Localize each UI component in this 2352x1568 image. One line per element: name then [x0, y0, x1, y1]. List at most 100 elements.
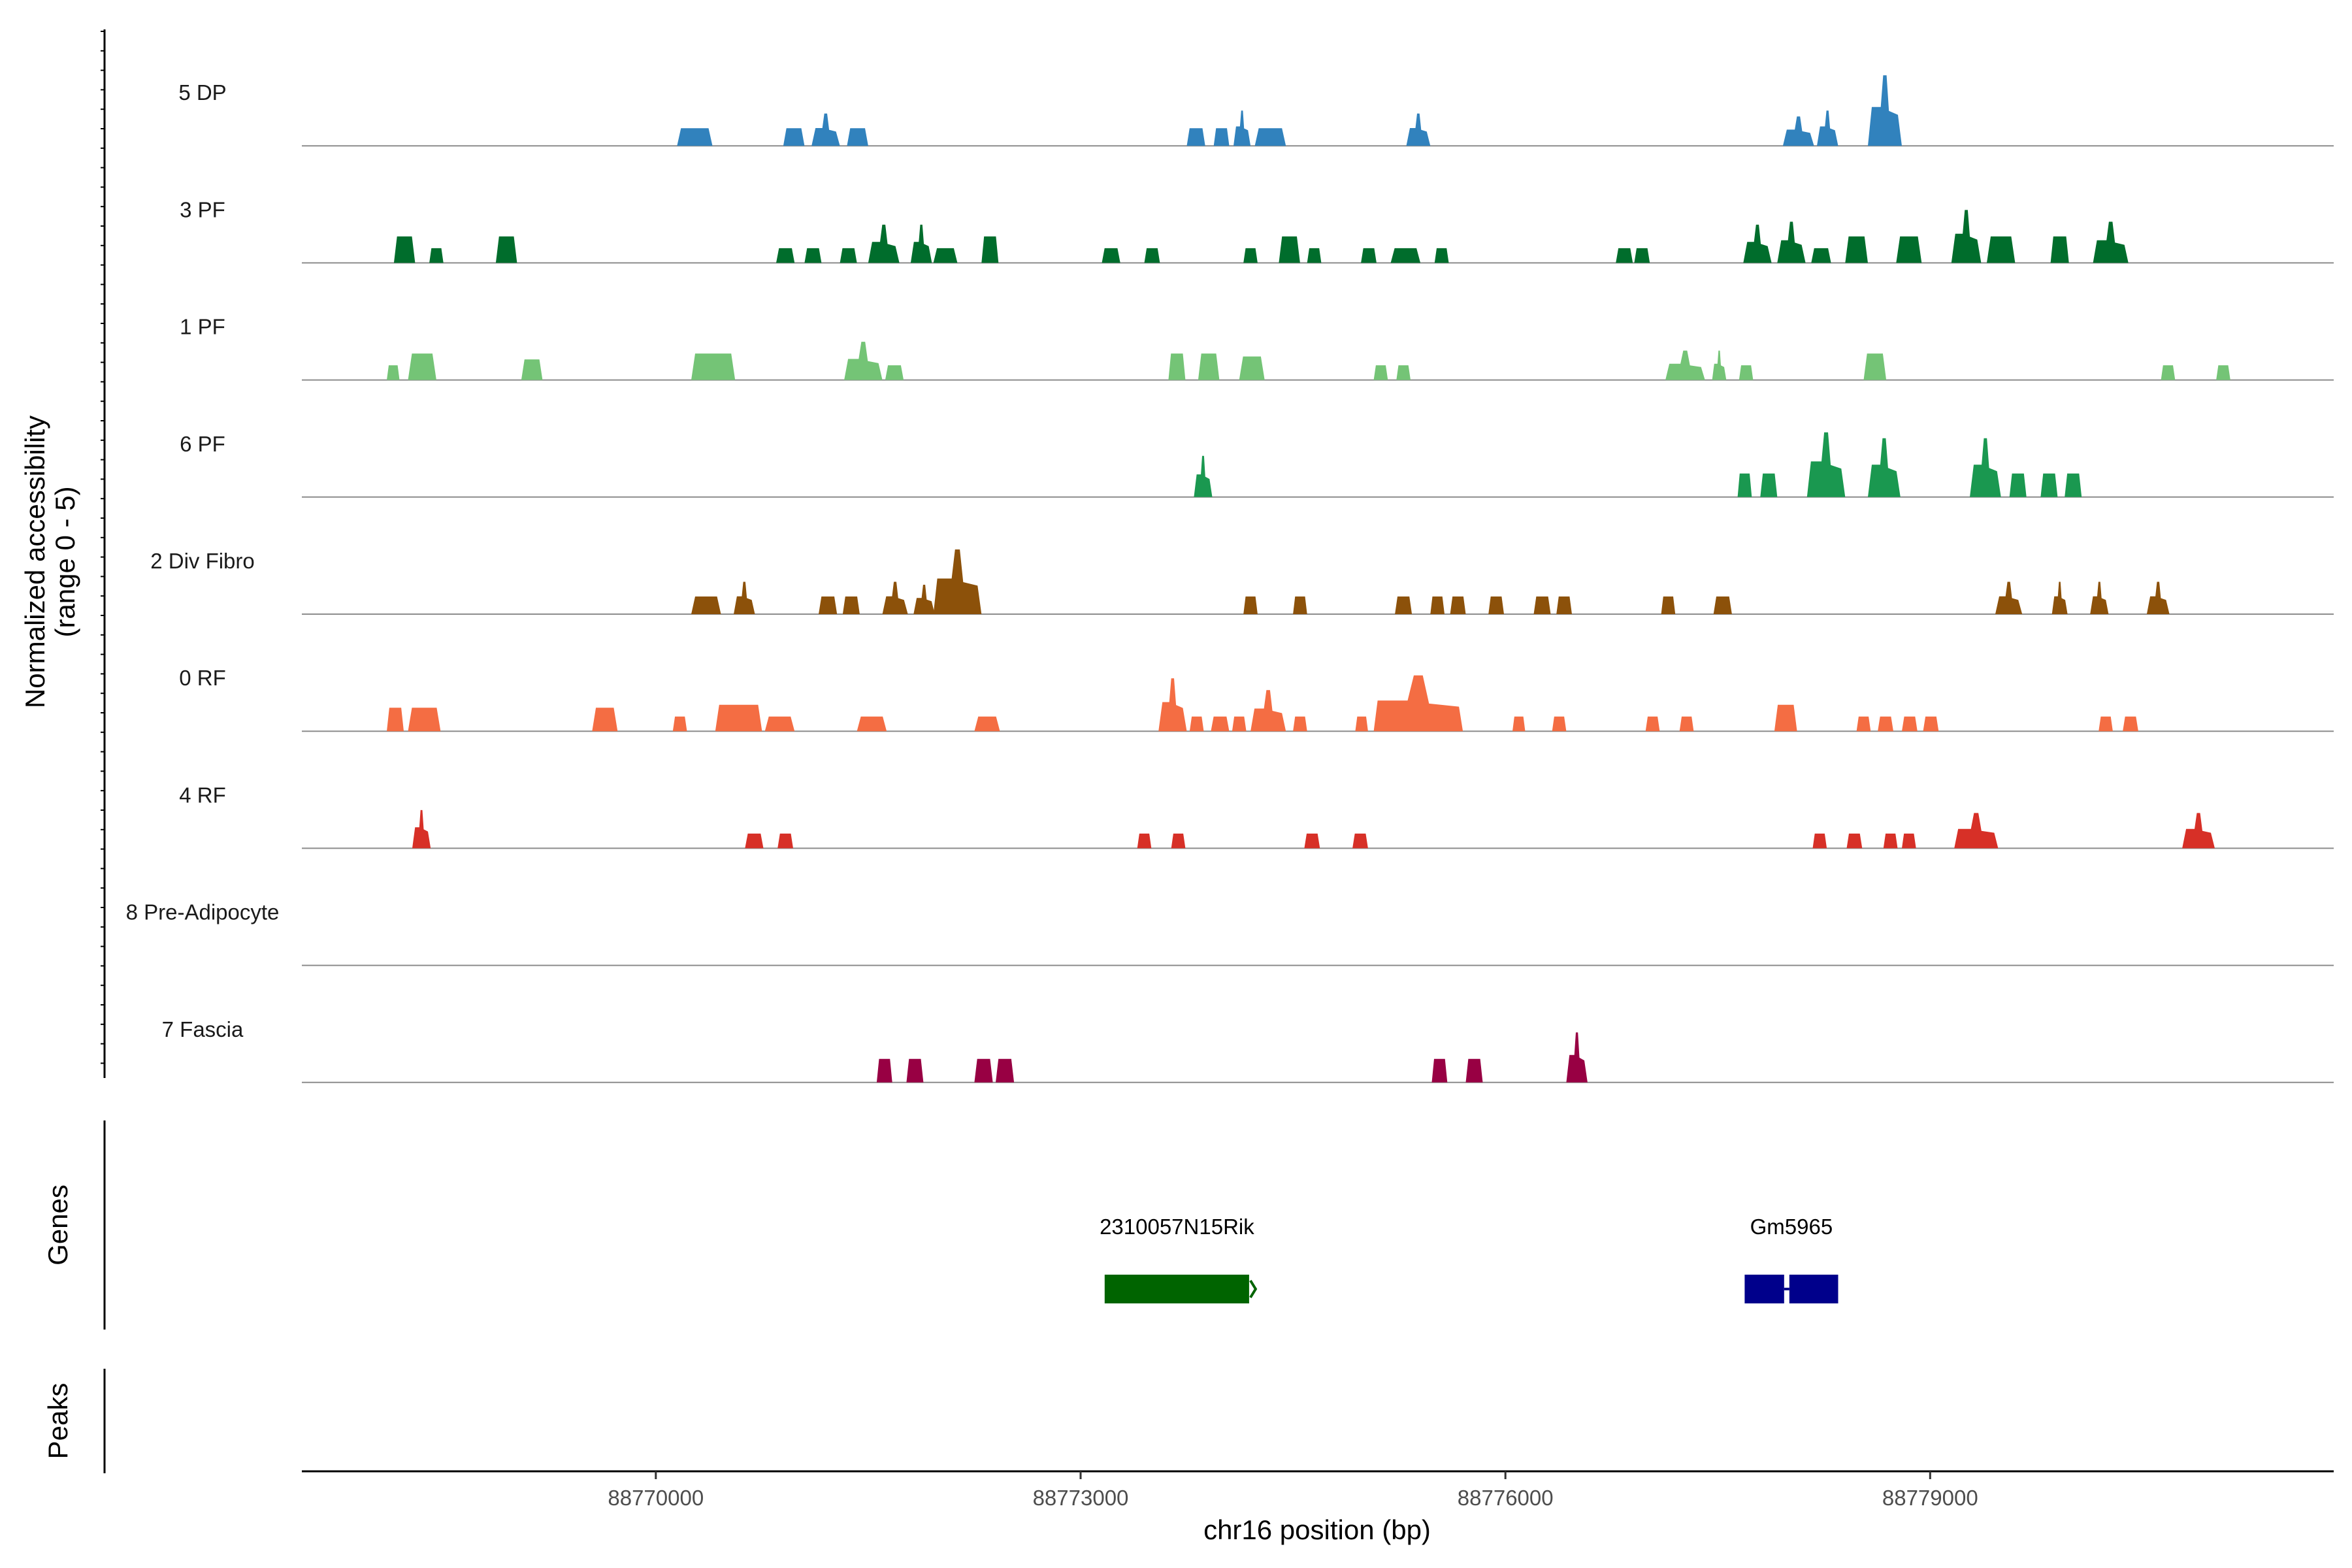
coverage-peak	[1390, 248, 1421, 263]
gene-exon	[1789, 1275, 1838, 1303]
coverage-peak	[2051, 581, 2068, 614]
y-axis-title-line1: Normalized accessibility	[20, 416, 50, 708]
coverage-peak	[1878, 716, 1893, 732]
coverage-peak	[2146, 581, 2170, 614]
coverage-peak	[1987, 236, 2016, 263]
coverage-peak	[1102, 248, 1120, 263]
coverage-peak	[1465, 1058, 1483, 1083]
track-label: 3 PF	[180, 197, 225, 221]
coverage-peak	[777, 833, 793, 849]
coverage-peak	[933, 248, 958, 263]
coverage-peak	[691, 353, 736, 380]
coverage-peak	[996, 1058, 1015, 1083]
coverage-peak	[521, 359, 543, 380]
coverage-peak	[1661, 596, 1676, 614]
coverage-peak	[429, 248, 444, 263]
coverage-peak	[1189, 716, 1204, 732]
coverage-peak	[876, 1058, 892, 1083]
coverage-peak	[1232, 716, 1247, 732]
gene-label: 2310057N15Rik	[1100, 1215, 1254, 1239]
coverage-peak	[1811, 248, 1831, 263]
coverage-peak	[1743, 224, 1772, 263]
coverage-peak	[1171, 833, 1186, 849]
coverage-peak	[2182, 813, 2215, 849]
coverage-peak	[1868, 75, 1902, 146]
coverage-peak	[913, 585, 935, 614]
coverage-peak	[1760, 473, 1778, 497]
coverage-y-ticks	[101, 31, 105, 1064]
coverage-tracks: 5 DP 3 PF 1 PF 6 PF 2 Div Fibro 0 RF 4 RF 8 Pre…	[126, 75, 2334, 1083]
coverage-peak	[1556, 596, 1572, 614]
track-8-pre-adipocyte: 8 Pre-Adipocyte	[126, 900, 2334, 966]
coverage-peak	[592, 708, 618, 732]
coverage-peak	[933, 549, 982, 614]
track-3-pf: 3 PF	[180, 197, 2334, 264]
coverage-peak	[1211, 716, 1230, 732]
coverage-peak	[2065, 473, 2082, 497]
x-axis-ticks: 88770000 88773000 88776000 88779000	[608, 1471, 1978, 1510]
coverage-peak	[804, 248, 822, 263]
coverage-peak	[1679, 716, 1694, 732]
coverage-peak	[783, 128, 805, 146]
x-tick-label: 88776000	[1458, 1486, 1554, 1510]
coverage-peak	[1845, 236, 1868, 263]
track-5-dp: 5 DP	[178, 75, 2334, 147]
coverage-peak	[1533, 596, 1551, 614]
coverage-peak	[868, 224, 900, 263]
track-label: 4 RF	[179, 783, 226, 807]
coverage-peak	[1817, 110, 1838, 146]
coverage-peak	[1144, 248, 1160, 263]
x-tick-label: 88773000	[1033, 1486, 1129, 1510]
track-0-rf: 0 RF	[179, 666, 2334, 732]
coverage-peak	[734, 581, 755, 614]
gene-annotations: 2310057N15Rik Gm5965	[1100, 1215, 1838, 1303]
coverage-peak	[387, 365, 400, 380]
coverage-peak	[1634, 248, 1650, 263]
coverage-peak	[672, 716, 687, 732]
coverage-peak	[906, 1058, 924, 1083]
y-axis-title-line2: (range 0 - 5)	[50, 486, 80, 637]
coverage-peak	[882, 581, 908, 614]
coverage-peak	[910, 224, 932, 263]
coverage-peak	[2009, 473, 2027, 497]
track-label: 1 PF	[180, 315, 225, 339]
coverage-peak	[1373, 365, 1388, 380]
coverage-peak	[1552, 716, 1567, 732]
coverage-peak	[847, 128, 868, 146]
coverage-peak	[885, 365, 904, 380]
track-label: 2 Div Fibro	[150, 549, 255, 573]
coverage-peak	[1846, 833, 1863, 849]
coverage-peak	[1902, 833, 1916, 849]
coverage-peak	[1168, 353, 1186, 380]
coverage-peak	[1488, 596, 1504, 614]
coverage-peak	[1737, 473, 1752, 497]
track-label: 6 PF	[180, 432, 225, 456]
track-label: 8 Pre-Adipocyte	[126, 900, 280, 924]
coverage-peak	[1434, 248, 1449, 263]
coverage-peak	[745, 833, 764, 849]
coverage-peak	[2123, 716, 2138, 732]
coverage-peak	[1395, 596, 1413, 614]
coverage-peak	[1279, 236, 1300, 263]
gene-gm5965: Gm5965	[1744, 1215, 1838, 1303]
coverage-peak	[1194, 455, 1213, 497]
coverage-peak	[776, 248, 795, 263]
gene-2310057n15rik: 2310057N15Rik	[1100, 1215, 1258, 1303]
coverage-peak	[1250, 690, 1286, 732]
gene-exon	[1744, 1275, 1784, 1303]
coverage-peak	[844, 342, 883, 380]
coverage-peak	[764, 716, 795, 732]
coverage-peak	[408, 353, 436, 380]
coverage-peak	[1213, 128, 1230, 146]
coverage-peak	[1355, 716, 1368, 732]
track-label: 5 DP	[178, 80, 226, 105]
coverage-peak	[677, 128, 713, 146]
coverage-peak	[1293, 716, 1307, 732]
coverage-peak	[1896, 236, 1922, 263]
coverage-peak	[412, 809, 431, 849]
coverage-peak	[1137, 833, 1152, 849]
coverage-peak	[1293, 596, 1307, 614]
coverage-peak	[1304, 833, 1320, 849]
coverage-peak	[1954, 813, 1999, 849]
coverage-peak	[1782, 116, 1814, 146]
